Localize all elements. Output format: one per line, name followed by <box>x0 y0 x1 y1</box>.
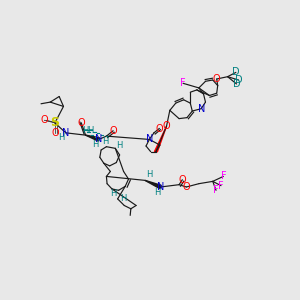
Text: D: D <box>233 79 240 89</box>
Text: O: O <box>109 126 117 136</box>
Text: N: N <box>146 134 153 144</box>
Polygon shape <box>145 180 161 189</box>
Text: F: F <box>213 185 219 195</box>
Text: O: O <box>182 182 190 192</box>
Text: O: O <box>163 121 170 131</box>
Text: H: H <box>58 133 65 142</box>
Text: O: O <box>213 74 220 84</box>
Text: F: F <box>218 181 224 191</box>
Text: N: N <box>197 104 205 114</box>
Text: O: O <box>178 175 186 185</box>
Text: H: H <box>82 126 89 135</box>
Polygon shape <box>85 135 99 141</box>
Text: H: H <box>87 126 93 135</box>
Text: H: H <box>102 137 109 146</box>
Text: D: D <box>235 75 242 85</box>
Polygon shape <box>154 126 166 152</box>
Text: N: N <box>157 182 164 192</box>
Text: F: F <box>180 78 186 88</box>
Text: O: O <box>155 124 163 134</box>
Text: O: O <box>51 128 59 139</box>
Text: H: H <box>120 194 126 203</box>
Text: N: N <box>62 128 70 138</box>
Text: H: H <box>154 188 161 197</box>
Text: H: H <box>116 140 123 149</box>
Text: H: H <box>146 170 152 179</box>
Text: H: H <box>92 140 99 148</box>
Text: D: D <box>232 68 240 77</box>
Text: O: O <box>40 115 48 125</box>
Text: S: S <box>50 116 59 129</box>
Text: F: F <box>220 171 226 182</box>
Text: H: H <box>110 189 116 198</box>
Text: O: O <box>77 118 85 128</box>
Text: N: N <box>95 134 103 144</box>
